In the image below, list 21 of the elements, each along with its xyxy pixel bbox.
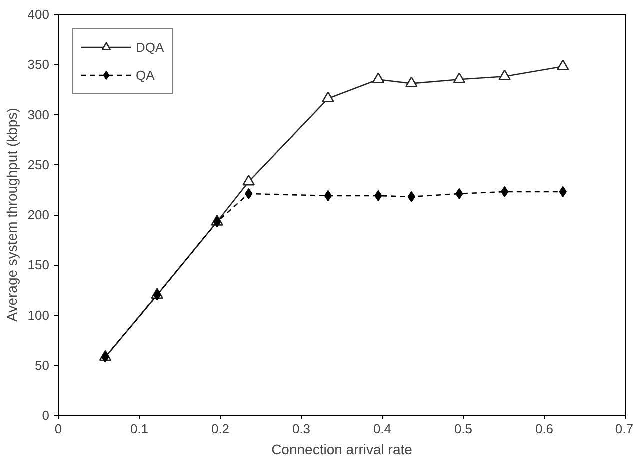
x-tick-label: 0.5 xyxy=(454,422,473,436)
x-tick-label: 0.7 xyxy=(615,422,633,436)
y-tick-label: 100 xyxy=(28,308,50,323)
x-tick-label: 0.3 xyxy=(292,422,311,436)
legend-label: QA xyxy=(136,68,156,82)
legend-label: DQA xyxy=(136,40,164,54)
y-tick-label: 350 xyxy=(28,57,50,72)
y-tick-label: 50 xyxy=(35,358,50,373)
x-axis-title: Connection arrival rate xyxy=(272,442,413,458)
x-tick-label: 0.6 xyxy=(535,422,554,436)
y-tick-label: 250 xyxy=(28,157,50,172)
y-tick-label: 200 xyxy=(28,208,50,222)
x-tick-label: 0.2 xyxy=(211,422,230,436)
y-axis-title: Average system throughput (kbps) xyxy=(4,108,20,322)
y-tick-label: 300 xyxy=(28,107,50,122)
y-tick-label: 400 xyxy=(28,7,50,22)
y-tick-label: 150 xyxy=(28,258,50,273)
x-tick-label: 0.1 xyxy=(130,422,149,436)
y-tick-label: 0 xyxy=(42,408,50,423)
x-tick-label: 0.4 xyxy=(373,422,392,436)
x-tick-label: 0 xyxy=(54,422,62,436)
